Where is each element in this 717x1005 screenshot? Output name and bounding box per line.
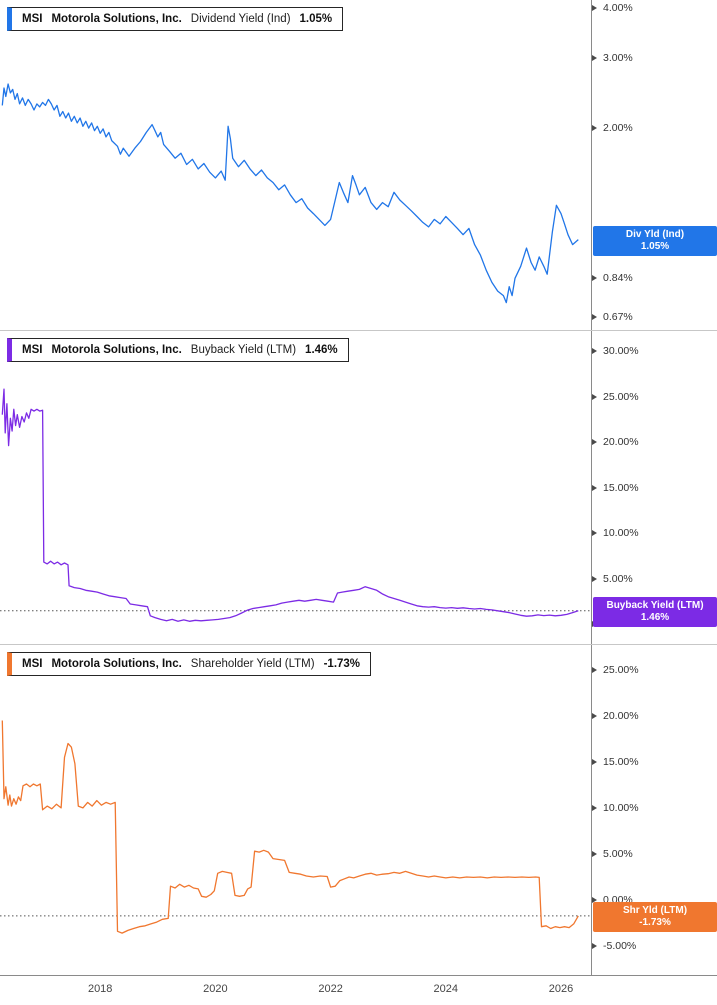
ticker-symbol: MSI xyxy=(22,13,43,25)
y-axis-tick-label: 5.00% xyxy=(603,572,633,585)
y-axis-tick-mark xyxy=(592,314,597,321)
dividend-yield-plot-area[interactable] xyxy=(0,0,591,330)
company-name: Motorola Solutions, Inc. xyxy=(51,658,182,670)
dividend-yield-panel: MSI Motorola Solutions, Inc. Dividend Yi… xyxy=(0,0,717,330)
flag-value-label: 1.05% xyxy=(640,240,670,252)
ticker-symbol: MSI xyxy=(22,658,43,670)
y-axis-tick-label: 5.00% xyxy=(603,848,633,860)
shareholder-yield-plot-area[interactable] xyxy=(0,645,591,975)
y-axis-tick-mark xyxy=(592,530,597,536)
shareholder-yield-y-axis[interactable]: Shr Yld (LTM) -1.73% 25.00% 20.00% 15.00% 1… xyxy=(591,645,717,975)
metric-name: Shareholder Yield (LTM) xyxy=(190,658,315,670)
buyback-yield-legend[interactable]: MSI Motorola Solutions, Inc. Buyback Yie… xyxy=(7,338,349,362)
flag-metric-label: Shr Yld (LTM) xyxy=(622,904,688,916)
flag-value-label: 1.46% xyxy=(640,611,670,623)
y-axis-tick-label: 2.00% xyxy=(603,122,633,135)
x-axis-tick-label: 2018 xyxy=(87,983,113,995)
y-axis-tick-mark xyxy=(592,804,597,811)
y-axis-tick-mark xyxy=(592,439,597,445)
y-axis-tick-mark xyxy=(592,54,597,61)
shareholder-yield-legend[interactable]: MSI Motorola Solutions, Inc. Shareholder… xyxy=(7,652,372,676)
y-axis-tick-mark xyxy=(592,484,597,491)
y-axis-tick-label: 15.00% xyxy=(603,755,639,768)
y-axis-tick-mark xyxy=(592,393,597,400)
x-axis-tick-label: 2026 xyxy=(548,983,574,995)
y-axis-tick-label: -5.00% xyxy=(603,940,637,952)
panel-divider xyxy=(0,330,717,331)
y-axis-tick-label: 30.00% xyxy=(603,345,639,357)
y-axis-tick-label: 10.00% xyxy=(603,801,639,814)
metric-value: -1.73% xyxy=(323,658,361,670)
y-axis-tick-label: 4.00% xyxy=(603,2,633,14)
y-axis-tick-label: 0.67% xyxy=(603,311,633,324)
metric-name: Buyback Yield (LTM) xyxy=(190,344,297,356)
y-axis-tick-mark xyxy=(592,575,597,582)
y-axis-tick-label: 25.00% xyxy=(603,663,639,676)
y-axis-tick-mark xyxy=(592,5,597,11)
y-axis-tick-mark xyxy=(592,666,597,673)
y-axis-tick-mark xyxy=(592,943,597,949)
buyback-yield-current-value-flag: Buyback Yield (LTM) 1.46% xyxy=(593,596,717,627)
buyback-yield-panel: MSI Motorola Solutions, Inc. Buyback Yie… xyxy=(0,331,717,644)
x-axis[interactable]: 2018 2020 2022 2024 2026 xyxy=(0,975,717,1005)
flag-metric-label: Buyback Yield (LTM) xyxy=(606,599,704,611)
dividend-yield-legend[interactable]: MSI Motorola Solutions, Inc. Dividend Yi… xyxy=(7,7,344,31)
series-line xyxy=(1,388,579,622)
x-axis-tick-label: 2020 xyxy=(203,983,228,995)
company-name: Motorola Solutions, Inc. xyxy=(51,344,182,356)
buyback-yield-y-axis[interactable]: Buyback Yield (LTM) 1.46% 30.00% 25.00% 20… xyxy=(591,331,717,644)
shareholder-yield-current-value-flag: Shr Yld (LTM) -1.73% xyxy=(593,901,717,932)
metric-value: 1.46% xyxy=(305,344,338,356)
shareholder-yield-panel: MSI Motorola Solutions, Inc. Shareholder… xyxy=(0,645,717,975)
y-axis-tick-mark xyxy=(592,275,597,282)
ticker-symbol: MSI xyxy=(22,344,43,356)
series-line xyxy=(1,720,579,934)
y-axis-tick-label: 25.00% xyxy=(603,390,639,403)
y-axis-tick-mark xyxy=(592,758,597,765)
y-axis-tick-label: 10.00% xyxy=(603,527,639,539)
y-axis-tick-label: 0.84% xyxy=(603,272,633,285)
y-axis-tick-label: 3.00% xyxy=(603,51,633,64)
dividend-yield-current-value-flag: Div Yld (Ind) 1.05% xyxy=(593,225,717,256)
y-axis-tick-mark xyxy=(592,851,597,857)
y-axis-tick-label: 20.00% xyxy=(603,436,639,448)
x-axis-tick-label: 2022 xyxy=(318,983,343,995)
y-axis-tick-mark xyxy=(592,712,597,719)
y-axis-tick-mark xyxy=(592,897,597,903)
series-line xyxy=(1,83,579,304)
x-axis-tick-label: 2024 xyxy=(433,983,459,995)
dividend-yield-y-axis[interactable]: Div Yld (Ind) 1.05% 4.00% 3.00% 2.00% 0.84%… xyxy=(591,0,717,330)
flag-value-label: -1.73% xyxy=(639,916,671,928)
y-axis-tick-mark xyxy=(592,348,597,354)
flag-metric-label: Div Yld (Ind) xyxy=(625,228,685,240)
company-name: Motorola Solutions, Inc. xyxy=(51,13,182,25)
buyback-yield-plot-area[interactable] xyxy=(0,331,591,644)
metric-name: Dividend Yield (Ind) xyxy=(190,13,291,25)
metric-value: 1.05% xyxy=(299,13,333,25)
panel-divider xyxy=(0,644,717,645)
y-axis-tick-mark xyxy=(592,125,597,132)
y-axis-tick-label: 20.00% xyxy=(603,709,639,722)
y-axis-tick-label: 15.00% xyxy=(603,481,639,494)
